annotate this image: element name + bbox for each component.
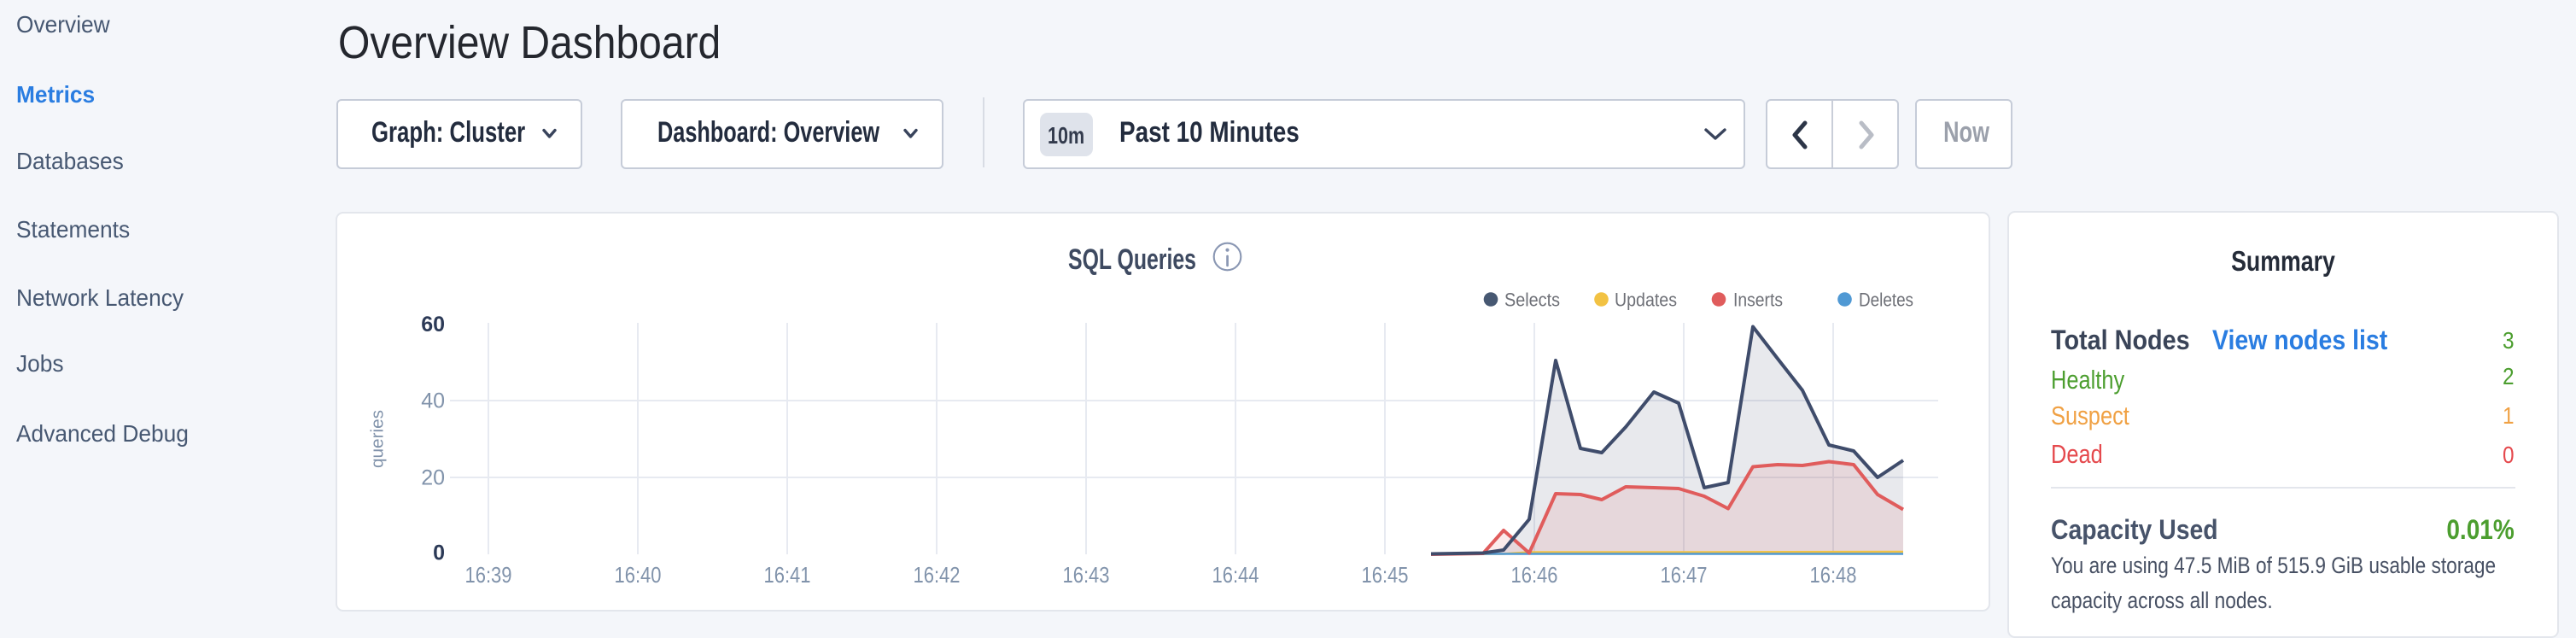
svg-text:16:46: 16:46 (1511, 562, 1558, 588)
svg-text:Deletes: Deletes (1859, 290, 1913, 311)
svg-text:0: 0 (433, 541, 445, 565)
svg-text:16:45: 16:45 (1362, 562, 1409, 588)
svg-text:Updates: Updates (1615, 290, 1677, 311)
svg-text:60: 60 (421, 313, 445, 337)
svg-text:40: 40 (421, 389, 445, 413)
svg-text:16:41: 16:41 (764, 562, 811, 588)
svg-text:16:39: 16:39 (465, 562, 512, 588)
svg-text:16:43: 16:43 (1063, 562, 1110, 588)
svg-text:Selects: Selects (1504, 290, 1560, 311)
svg-text:20: 20 (421, 465, 445, 489)
svg-text:16:42: 16:42 (914, 562, 961, 588)
svg-text:16:47: 16:47 (1661, 562, 1708, 588)
svg-text:queries: queries (369, 410, 388, 468)
svg-text:Inserts: Inserts (1733, 290, 1783, 311)
svg-text:16:44: 16:44 (1212, 562, 1259, 588)
svg-text:16:48: 16:48 (1810, 562, 1857, 588)
svg-text:16:40: 16:40 (615, 562, 662, 588)
svg-text:SQL Queries: SQL Queries (1068, 243, 1196, 276)
